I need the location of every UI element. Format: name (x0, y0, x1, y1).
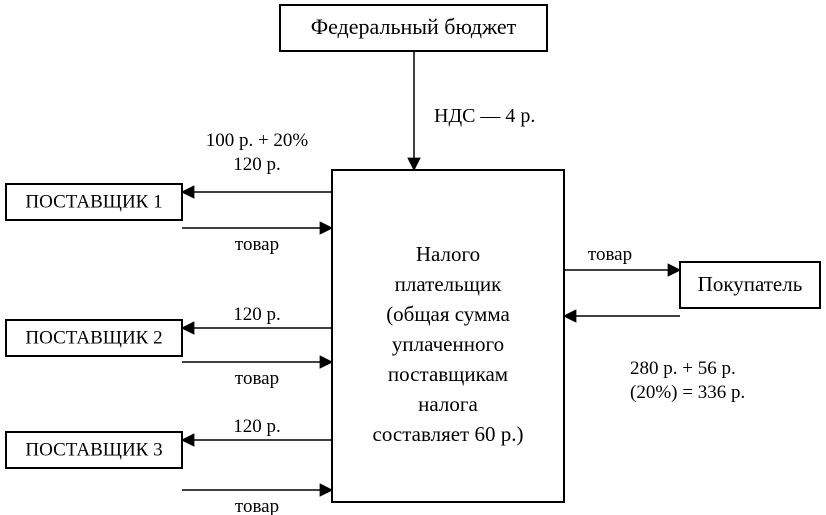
annotation-s2-goods: товар (235, 368, 279, 389)
node-supplier1-label: ПОСТАВЩИК 1 (25, 191, 162, 212)
annotation-buyer-goods: товар (588, 244, 632, 265)
node-buyer-label: Покупатель (698, 272, 803, 296)
node-budget-label: Федеральный бюджет (311, 14, 517, 39)
annotation-s2-price: 120 р. (233, 304, 281, 325)
annotation-buyer-pay-l2: (20%) = 336 р. (630, 382, 745, 403)
annotation-s3-goods: товар (235, 496, 279, 515)
annotation-s3-price: 120 р. (233, 416, 281, 437)
annotation-s1-price-l2: 120 р. (233, 154, 281, 175)
annotation-s1-price-l1: 100 р. + 20% (206, 130, 309, 151)
annotation-s1-goods: товар (235, 234, 279, 255)
node-supplier3-label: ПОСТАВЩИК 3 (25, 439, 162, 460)
annotation-vat: НДС — 4 р. (434, 105, 535, 127)
annotation-buyer-pay-l1: 280 р. + 56 р. (630, 358, 736, 379)
node-supplier2-label: ПОСТАВЩИК 2 (25, 327, 162, 348)
